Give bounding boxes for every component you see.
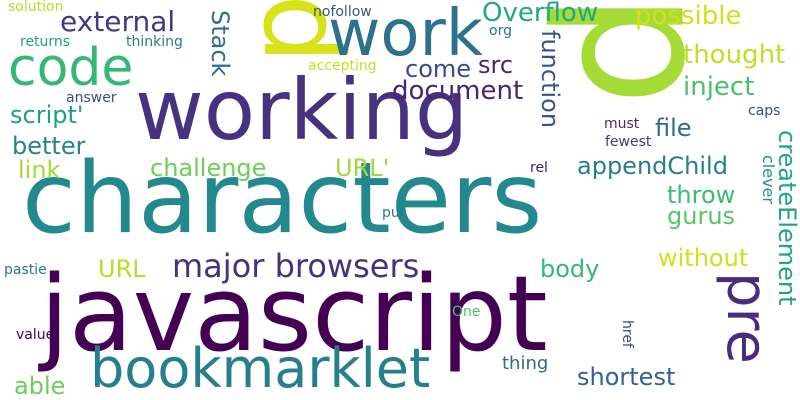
word-possible: possible xyxy=(635,1,742,31)
word-shortest: shortest xyxy=(577,363,676,391)
word-thinking: thinking xyxy=(126,34,183,50)
word-working: working xyxy=(135,61,469,159)
word-bookmarklet: bookmarklet xyxy=(90,337,431,400)
word-without: without xyxy=(658,244,749,272)
word-better: better xyxy=(12,132,86,160)
word-major-browsers: major browsers xyxy=(172,247,420,285)
word-nofollow: nofollow xyxy=(313,4,372,20)
word-able: able xyxy=(14,372,66,400)
word-script: script' xyxy=(10,101,84,129)
word-p: p xyxy=(541,0,750,107)
word-url-quote: URL' xyxy=(335,154,390,182)
word-org: org xyxy=(489,23,512,39)
word-one: One xyxy=(452,304,481,320)
word-accepting: accepting xyxy=(308,58,377,74)
word-value: value xyxy=(16,327,55,343)
word-answer: answer xyxy=(66,90,117,106)
word-challenge: challenge xyxy=(150,154,267,182)
word-overflow: Overflow xyxy=(482,0,599,28)
word-thing: thing xyxy=(502,353,549,374)
word-work: work xyxy=(328,0,483,71)
word-link: link xyxy=(18,156,61,184)
word-pastie: pastie xyxy=(4,262,47,278)
word-put: put xyxy=(382,205,406,221)
word-file: file xyxy=(655,114,692,142)
word-solution: solution xyxy=(8,0,64,15)
word-createelement: createElement xyxy=(773,130,800,306)
word-code: code xyxy=(8,38,134,98)
word-thought: thought xyxy=(683,40,786,70)
word-body: body xyxy=(540,255,600,283)
word-url: URL xyxy=(98,255,146,283)
word-appendchild: appendChild xyxy=(577,152,728,180)
word-come: come xyxy=(405,55,472,83)
word-pre: pre xyxy=(714,272,779,364)
word-characters: characters xyxy=(22,142,543,256)
word-fewest: fewest xyxy=(605,134,652,150)
word-rel: rel xyxy=(530,160,548,176)
word-clever: clever xyxy=(759,155,778,204)
word-javascript: javascript xyxy=(40,253,548,375)
word-stack: Stack xyxy=(206,10,234,77)
word-caps: caps xyxy=(748,103,781,119)
word-document: document xyxy=(392,76,524,106)
word-must: must xyxy=(604,116,640,132)
word-returns: returns xyxy=(20,34,71,50)
word-gurus: gurus xyxy=(667,202,736,230)
word-inject: inject xyxy=(683,72,755,102)
word-src: src xyxy=(478,51,514,79)
word-d: d xyxy=(239,0,367,64)
word-href: href xyxy=(619,320,635,348)
word-throw: throw xyxy=(667,181,736,209)
word-function: function xyxy=(536,30,564,129)
word-external: external xyxy=(60,5,176,38)
